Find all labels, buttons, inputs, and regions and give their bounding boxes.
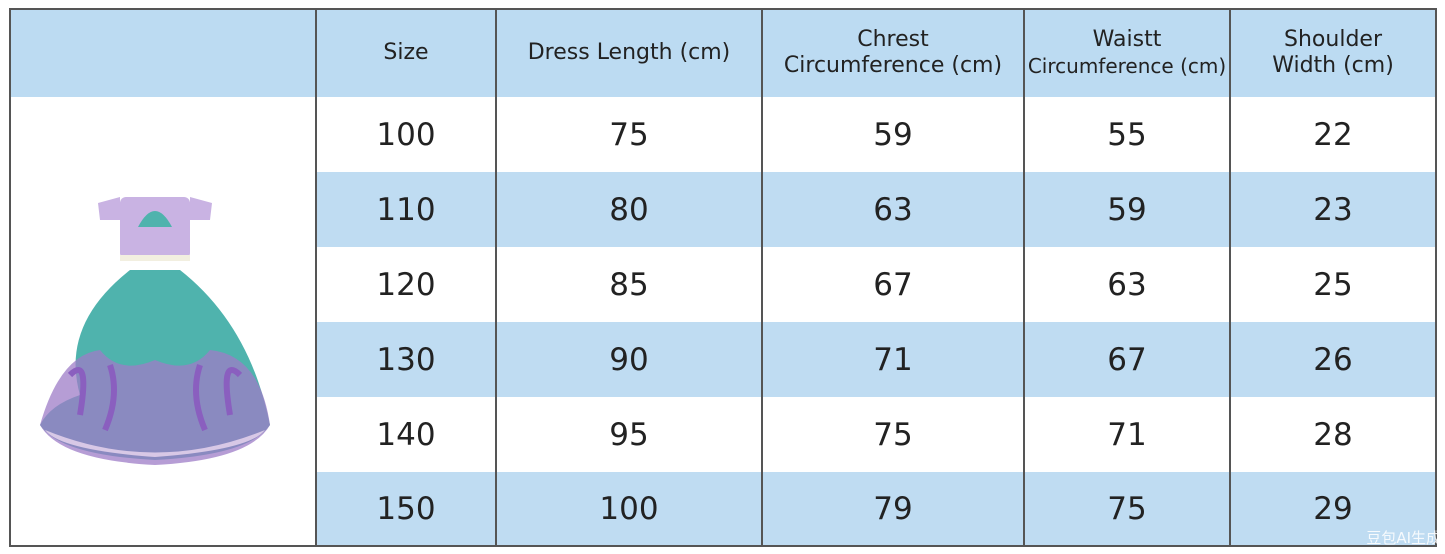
table-cell: 71 <box>1107 416 1147 453</box>
table-cell: 75 <box>1024 472 1230 546</box>
column-border <box>1229 9 1231 547</box>
header-line: Dress Length (cm) <box>527 40 731 65</box>
table-cell: 100 <box>376 116 436 153</box>
table-cell: 75 <box>609 116 649 153</box>
table-cell: 80 <box>496 172 762 247</box>
table-cell: 23 <box>1230 172 1436 247</box>
header-line: Size <box>383 40 429 65</box>
table-cell: 59 <box>1024 172 1230 247</box>
table-cell: 120 <box>376 266 436 303</box>
table-cell: 63 <box>762 172 1024 247</box>
column-border <box>1023 9 1025 547</box>
table-cell: 140 <box>376 416 436 453</box>
table-cell: 100 <box>496 472 762 546</box>
table-cell: 95 <box>609 416 649 453</box>
dress-image <box>40 197 270 465</box>
column-border <box>1435 9 1437 547</box>
column-border <box>761 9 763 547</box>
table-cell: 79 <box>762 472 1024 546</box>
table-cell: 55 <box>1107 116 1147 153</box>
table-cell: 110 <box>316 172 496 247</box>
table-cell: 85 <box>609 266 649 303</box>
header-line: Shoulder <box>1284 27 1382 52</box>
table-border <box>9 545 1437 547</box>
table-cell: 26 <box>1230 322 1436 397</box>
header-line: Circumference (cm) <box>783 53 1003 78</box>
table-cell: 67 <box>1024 322 1230 397</box>
table-border <box>9 8 1437 10</box>
column-header: Shoulder Width (cm) <box>1230 9 1436 97</box>
table-cell: 22 <box>1313 116 1353 153</box>
column-border <box>315 9 317 547</box>
table-cell: 130 <box>316 322 496 397</box>
column-header: Size <box>316 9 496 97</box>
table-cell: 75 <box>873 416 913 453</box>
column-border <box>495 9 497 547</box>
table-cell: 71 <box>762 322 1024 397</box>
table-cell: 59 <box>873 116 913 153</box>
watermark: 豆包AI生成 <box>1366 529 1441 547</box>
table-cell: 28 <box>1313 416 1353 453</box>
column-border <box>9 9 11 547</box>
header-blank <box>10 9 316 97</box>
table-cell: 90 <box>496 322 762 397</box>
table-cell: 67 <box>873 266 913 303</box>
header-line: Waistt <box>1092 27 1162 52</box>
header-line: Circumference (cm) <box>1027 54 1227 78</box>
table-cell: 150 <box>316 472 496 546</box>
column-header: Dress Length (cm) <box>496 9 762 97</box>
table-cell: 63 <box>1107 266 1147 303</box>
header-line: Chrest <box>857 27 929 52</box>
header-line: Width (cm) <box>1272 53 1394 78</box>
table-cell: 25 <box>1313 266 1353 303</box>
column-header: Chrest Circumference (cm) <box>762 9 1024 97</box>
table-cell: 29 <box>1230 472 1436 546</box>
column-header: Waistt Circumference (cm) <box>1024 9 1230 97</box>
